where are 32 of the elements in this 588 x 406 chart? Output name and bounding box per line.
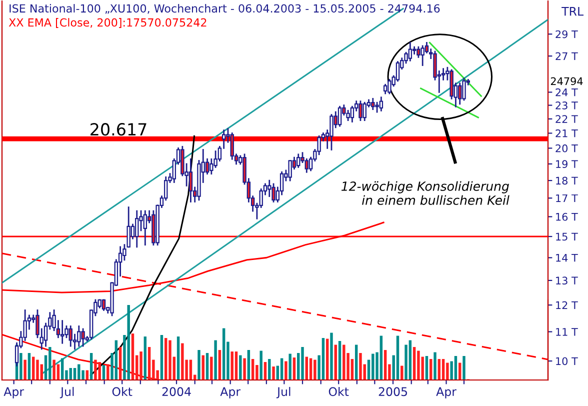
x-tick-label: Apr <box>4 387 24 398</box>
y-tick-label: 29 T <box>556 30 578 38</box>
x-tick-label: 2004 <box>162 387 191 396</box>
text: 24794 <box>550 77 583 86</box>
x-tick-label: Apr <box>436 387 456 398</box>
y-tick-label: 18 T <box>556 176 578 185</box>
y-tick-label: 23 T <box>556 101 578 110</box>
y-tick-label: 10 T <box>556 357 578 366</box>
y-tick-label: 19 T <box>556 160 578 168</box>
y-tick-label: 13 T <box>556 276 578 285</box>
y-tick-label: 22 T <box>556 115 578 123</box>
y-axis-title: TRL <box>562 7 584 16</box>
x-tick-label: Okt <box>328 386 349 396</box>
y-tick-label: 27 T <box>556 52 578 60</box>
text: XX EMA [Close, 200]:17570.075242 <box>8 18 206 28</box>
ref-line-label: 20.617 <box>90 123 146 136</box>
y-tick-label: 16 T <box>556 212 578 221</box>
x-tick-label: Okt <box>112 386 132 396</box>
x-tick-label: Jul <box>276 386 290 398</box>
x-tick-label: 2005 <box>378 387 408 396</box>
y-tick-label: 11 T <box>556 328 578 336</box>
chart-title: ISE National-100 „XU100, Wochenchart - 06.04.2003 - 15.05.2005 - 24794.16 <box>10 4 440 14</box>
y-tick-label: 15 T <box>556 232 578 241</box>
y-tick-label: 17 T <box>556 194 578 202</box>
y-tick-label: 20 T <box>556 144 578 152</box>
y-tick-label: 24 T <box>556 88 578 96</box>
x-tick-label: Jul <box>60 386 74 398</box>
y-tick-label: 21 T <box>556 129 578 138</box>
x-tick-label: Apr <box>220 387 241 398</box>
annotation: 12-wöchige Konsolidierung in einem bullischen Keil <box>341 181 510 205</box>
y-tick-label: 12 T <box>556 301 578 309</box>
y-tick-label: 14 T <box>556 254 578 262</box>
